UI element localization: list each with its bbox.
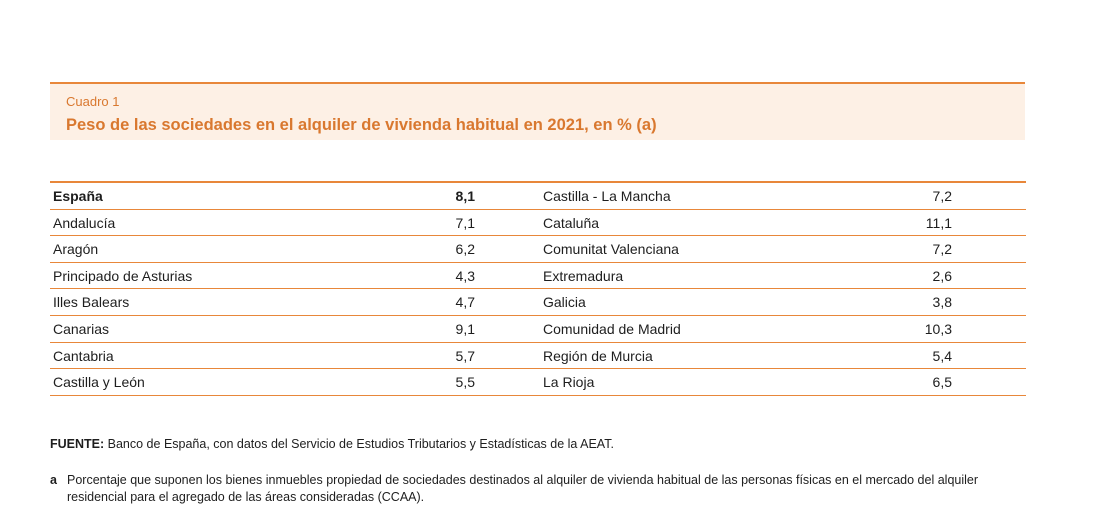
- table-row: España 8,1 Castilla - La Mancha 7,2: [50, 183, 1026, 210]
- region-name: Castilla - La Mancha: [543, 188, 671, 204]
- region-name: Región de Murcia: [543, 347, 653, 364]
- footnote-text: Porcentaje que suponen los bienes inmueb…: [67, 473, 979, 504]
- region-value: 9,1: [455, 320, 475, 337]
- region-value: 6,2: [455, 241, 475, 258]
- region-name: España: [53, 188, 103, 204]
- region-value: 7,1: [455, 214, 475, 231]
- data-table: España 8,1 Castilla - La Mancha 7,2 Anda…: [50, 181, 1026, 396]
- region-value: 7,2: [932, 241, 952, 258]
- region-name: Illes Balears: [53, 294, 130, 311]
- region-value: 5,5: [455, 374, 475, 391]
- table-kicker: Cuadro 1: [66, 94, 120, 109]
- table-row: Illes Balears 4,7 Galicia 3,8: [50, 289, 1026, 316]
- region-value: 3,8: [932, 294, 952, 311]
- table-row: Castilla y León 5,5 La Rioja 6,5: [50, 369, 1026, 396]
- region-value: 10,3: [924, 320, 952, 337]
- table-row: Principado de Asturias 4,3 Extremadura 2…: [50, 263, 1026, 290]
- region-name: La Rioja: [543, 374, 595, 391]
- source-note: FUENTE: Banco de España, con datos del S…: [50, 437, 614, 451]
- region-name: Principado de Asturias: [53, 267, 193, 284]
- region-value: 6,5: [932, 374, 952, 391]
- region-value: 5,4: [932, 347, 952, 364]
- region-name: Aragón: [53, 241, 99, 258]
- region-name: Extremadura: [543, 267, 624, 284]
- source-label: FUENTE:: [50, 437, 105, 451]
- region-name: Canarias: [53, 320, 110, 337]
- region-name: Comunitat Valenciana: [543, 241, 679, 258]
- region-name: Galicia: [543, 294, 586, 311]
- table-title: Peso de las sociedades en el alquiler de…: [66, 116, 657, 134]
- table-row: Canarias 9,1 Comunidad de Madrid 10,3: [50, 316, 1026, 343]
- footnote: a Porcentaje que suponen los bienes inmu…: [50, 472, 1030, 506]
- region-name: Comunidad de Madrid: [543, 320, 681, 337]
- table-header-box: Cuadro 1 Peso de las sociedades en el al…: [50, 82, 1025, 140]
- table-row: Cantabria 5,7 Región de Murcia 5,4: [50, 343, 1026, 370]
- region-name: Cataluña: [543, 214, 600, 231]
- table-row: Aragón 6,2 Comunitat Valenciana 7,2: [50, 236, 1026, 263]
- footnote-mark: a: [50, 473, 57, 487]
- table-row: Andalucía 7,1 Cataluña 11,1: [50, 210, 1026, 237]
- region-name: Cantabria: [53, 347, 114, 364]
- region-name: Castilla y León: [53, 374, 145, 391]
- region-value: 4,7: [455, 294, 475, 311]
- region-value: 8,1: [455, 188, 475, 204]
- region-value: 2,6: [932, 267, 952, 284]
- region-value: 5,7: [455, 347, 475, 364]
- region-value: 7,2: [932, 188, 952, 204]
- region-value: 4,3: [455, 267, 475, 284]
- region-name: Andalucía: [53, 214, 116, 231]
- region-value: 11,1: [925, 214, 952, 231]
- source-text: Banco de España, con datos del Servicio …: [104, 437, 614, 451]
